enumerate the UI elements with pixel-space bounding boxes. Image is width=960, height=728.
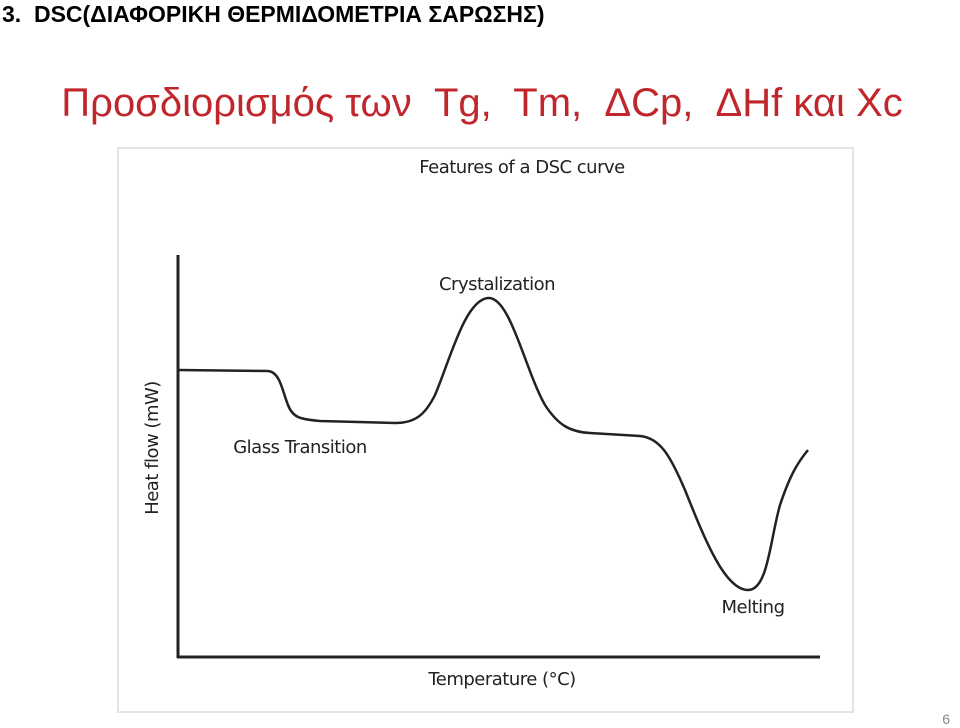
slide-subtitle: Προσδιορισμός των Tg, Tm, ΔCp, ΔHf και X… [61,81,902,125]
x-axis-label: Temperature (°C) [427,669,575,690]
annotation: Melting [722,597,785,618]
figure: Features of a DSC curve Crystalization G… [117,147,854,713]
y-axis-label: Heat flow (mW) [142,381,163,515]
figure-frame [117,147,854,713]
dsc-curve [177,296,809,592]
figure-title: Features of a DSC curve [419,157,625,178]
slide-title: 3. DSC(ΔΙΑΦΟΡΙΚΗ ΘΕΡΜΙΔΟΜΕΤΡΙΑ ΣΑΡΩΣΗΣ) [2,1,544,27]
annotation: Glass Transition [233,437,367,458]
annotation: Crystalization [439,274,555,295]
page-number: 6 [942,711,950,727]
